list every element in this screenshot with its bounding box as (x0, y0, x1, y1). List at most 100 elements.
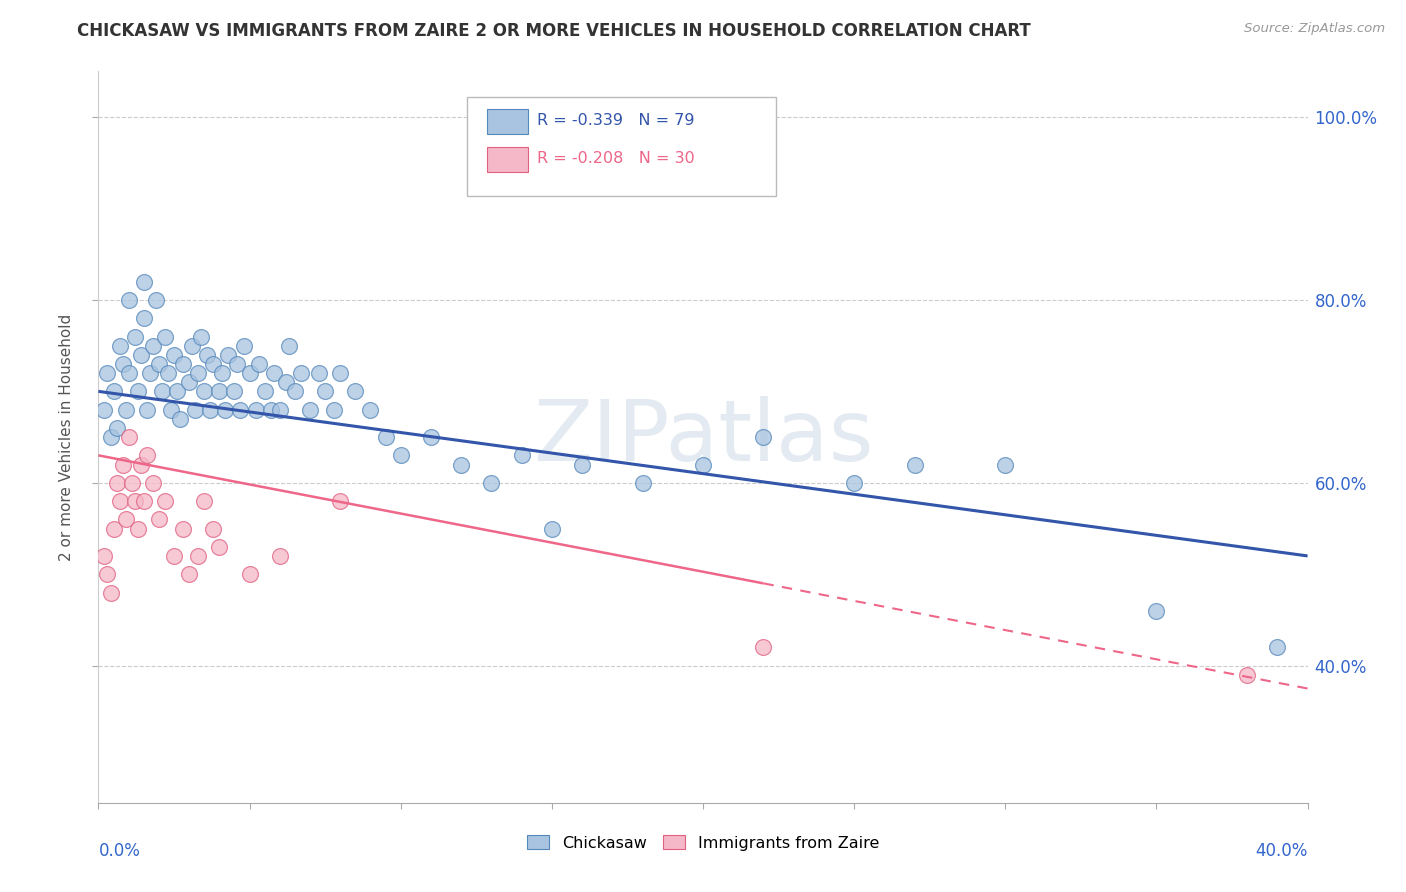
Point (179, 376, 201, 390)
Point (269, 402, 291, 417)
Point (96, 366, 118, 380)
Point (389, 449, 412, 463)
Point (195, 348, 218, 362)
Point (172, 521, 194, 535)
Point (290, 366, 312, 380)
Point (135, 449, 157, 463)
Point (202, 521, 225, 535)
Point (299, 402, 322, 417)
Point (163, 348, 186, 362)
Point (214, 402, 236, 417)
Point (481, 475, 503, 490)
Point (420, 430, 443, 444)
Point (1267, 640, 1289, 655)
Point (111, 458, 134, 472)
Point (142, 339, 165, 353)
Y-axis label: 2 or more Vehicles in Household: 2 or more Vehicles in Household (59, 313, 75, 561)
Point (1236, 667, 1258, 681)
Point (844, 475, 866, 490)
Text: R = -0.208   N = 30: R = -0.208 N = 30 (537, 151, 695, 166)
Point (226, 357, 249, 371)
Point (156, 366, 179, 380)
Point (631, 475, 654, 490)
Point (108, 339, 131, 353)
Point (105, 475, 128, 490)
Text: R = -0.339   N = 79: R = -0.339 N = 79 (537, 113, 695, 128)
Point (510, 449, 533, 463)
Text: Source: ZipAtlas.com: Source: ZipAtlas.com (1244, 22, 1385, 36)
Point (247, 357, 270, 371)
Legend: Chickasaw, Immigrants from Zaire: Chickasaw, Immigrants from Zaire (520, 829, 886, 857)
Point (190, 329, 212, 343)
Point (127, 384, 149, 399)
Point (114, 512, 136, 526)
Point (118, 430, 141, 444)
Point (187, 366, 209, 380)
Text: 40.0%: 40.0% (1256, 842, 1308, 860)
Point (360, 402, 382, 417)
Point (1144, 604, 1167, 618)
Point (100, 585, 122, 599)
Point (132, 311, 155, 326)
Point (184, 402, 207, 417)
Point (169, 411, 191, 425)
Point (142, 475, 165, 490)
Point (139, 366, 162, 380)
Point (187, 549, 209, 563)
Point (217, 348, 239, 362)
Point (239, 567, 262, 582)
Point (108, 494, 131, 508)
Point (253, 384, 276, 399)
Point (153, 494, 176, 508)
Point (245, 402, 267, 417)
Point (121, 475, 143, 490)
Point (153, 329, 176, 343)
Point (260, 402, 283, 417)
Point (148, 512, 170, 526)
Point (314, 384, 336, 399)
Point (232, 339, 254, 353)
Text: ZIPatlas: ZIPatlas (533, 395, 873, 479)
Point (193, 494, 215, 508)
Point (263, 366, 285, 380)
Point (179, 567, 201, 582)
Point (172, 357, 194, 371)
Point (269, 549, 291, 563)
Point (344, 384, 367, 399)
Point (96, 567, 118, 582)
FancyBboxPatch shape (486, 109, 527, 134)
Point (229, 402, 252, 417)
Point (211, 366, 233, 380)
Point (129, 458, 152, 472)
Point (540, 521, 562, 535)
Point (129, 348, 152, 362)
Point (148, 357, 170, 371)
Point (692, 458, 714, 472)
Text: 0.0%: 0.0% (98, 842, 141, 860)
Point (124, 494, 146, 508)
Point (105, 421, 128, 435)
Point (994, 458, 1017, 472)
Point (277, 339, 299, 353)
Point (114, 402, 136, 417)
Point (160, 402, 183, 417)
Point (323, 402, 346, 417)
Point (118, 293, 141, 307)
Point (284, 384, 307, 399)
Point (239, 366, 262, 380)
Point (132, 494, 155, 508)
Point (118, 366, 141, 380)
Point (329, 366, 352, 380)
Point (208, 384, 231, 399)
Point (752, 640, 775, 655)
Point (103, 384, 125, 399)
Point (193, 384, 215, 399)
Point (202, 357, 225, 371)
Point (904, 458, 927, 472)
Point (93, 549, 115, 563)
Point (450, 458, 472, 472)
Point (374, 430, 396, 444)
Point (166, 384, 188, 399)
Point (224, 384, 246, 399)
Point (150, 384, 173, 399)
